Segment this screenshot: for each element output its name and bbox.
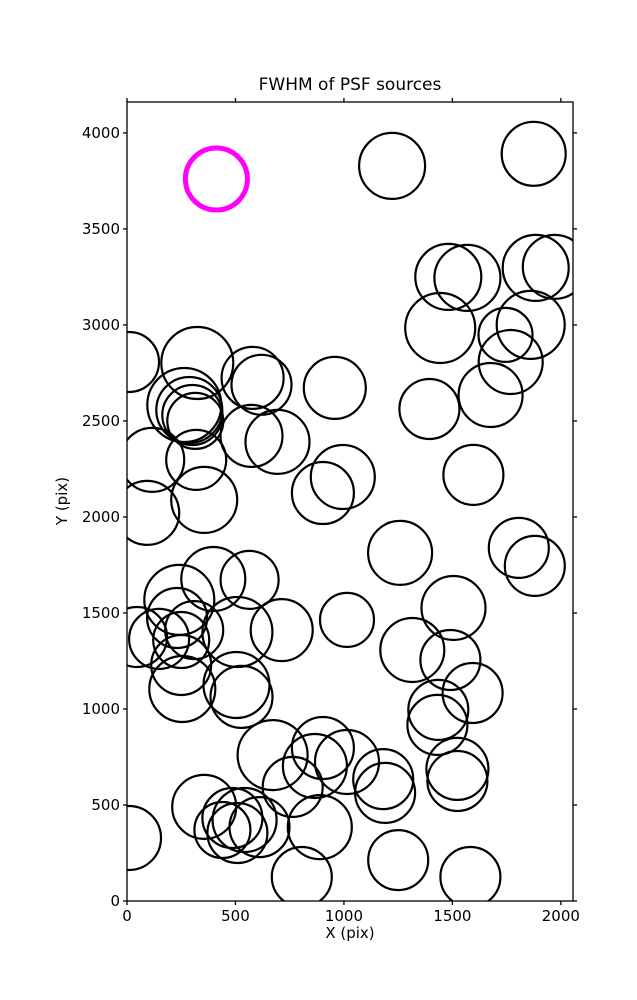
psf-source-circle: [209, 664, 274, 730]
psf-source-circle: [309, 443, 376, 511]
chart-title: FWHM of PSF sources: [258, 75, 442, 95]
psf-source-circle: [127, 607, 191, 671]
psf-source-circle: [127, 330, 161, 394]
x-tick-label: 0: [122, 907, 132, 925]
psf-source-circle: [433, 243, 502, 312]
psf-source-circle: [441, 661, 504, 725]
psf-source-circle: [419, 628, 482, 692]
psf-source-circle: [193, 800, 252, 860]
plot-area: [127, 120, 573, 901]
psf-source-circle: [220, 345, 285, 410]
psf-source-circle: [501, 233, 570, 302]
psf-source-circle: [406, 693, 469, 757]
psf-source-circle: [379, 616, 446, 684]
psf-source-circle: [286, 793, 353, 861]
psf-source-circle: [302, 355, 367, 420]
psf-source-circle: [367, 519, 434, 586]
psf-source-circle: [352, 747, 415, 811]
psf-source-circle: [358, 131, 427, 201]
psf-source-circle: [487, 516, 550, 579]
psf-source-circle: [165, 428, 228, 491]
psf-source-circle: [148, 654, 217, 724]
y-tick-label: 1500: [81, 603, 120, 622]
psf-source-circle: [145, 586, 209, 650]
psf-source-circle: [261, 755, 324, 819]
y-tick-label: 0: [110, 892, 120, 910]
psf-source-circle: [500, 120, 567, 187]
psf-source-circle: [426, 749, 489, 813]
psf-source-circle: [477, 306, 534, 363]
psf-source-circle: [477, 328, 544, 396]
psf-source-circle: [425, 736, 490, 802]
psf-source-circle: [439, 845, 502, 901]
x-axis-label: X (pix): [325, 924, 375, 942]
psf-source-circle: [236, 718, 309, 792]
psf-source-circle: [127, 605, 169, 669]
psf-source-circle: [219, 403, 284, 468]
psf-source-circle: [420, 574, 487, 642]
axes-spines: [126, 101, 574, 902]
highlighted-psf-source-circle: [182, 145, 250, 213]
psf-source-circle: [228, 795, 291, 859]
psf-source-circle: [318, 591, 376, 649]
psf-source-circle: [146, 366, 223, 444]
y-tick-label: 4000: [81, 123, 120, 142]
psf-source-circle: [290, 460, 355, 526]
x-tick-label: 1000: [324, 907, 364, 925]
psf-source-circle: [503, 534, 566, 597]
y-tick-label: 2500: [81, 411, 120, 430]
psf-source-circle: [127, 479, 181, 546]
psf-source-circle: [404, 291, 477, 365]
psf-source-circle: [354, 761, 417, 825]
psf-source-circle: [160, 325, 235, 401]
x-tick-label: 500: [221, 907, 250, 925]
psf-source-circle: [407, 678, 470, 742]
psf-source-circle: [290, 715, 355, 781]
psf-source-circle: [127, 426, 186, 493]
psf-source-circle: [398, 377, 461, 441]
psf-source-circle: [164, 599, 225, 661]
psf-source-circle: [367, 828, 430, 892]
psf-source-circle: [152, 610, 211, 670]
y-tick-label: 2000: [81, 507, 120, 526]
psf-source-circle: [270, 845, 333, 901]
psf-source-circle: [127, 804, 163, 872]
psf-source-circle: [521, 233, 573, 300]
psf-source-circle: [206, 801, 269, 865]
y-tick-label: 1000: [81, 699, 120, 718]
psf-source-circle: [442, 443, 505, 506]
psf-source-circle: [414, 242, 483, 311]
psf-source-circle: [170, 465, 239, 534]
psf-source-circle: [155, 375, 224, 445]
x-tick-label: 1500: [433, 907, 472, 925]
psf-source-circle: [244, 408, 311, 475]
psf-source-circle: [457, 361, 524, 429]
y-tick-label: 3000: [81, 315, 120, 334]
y-tick-label: 500: [91, 795, 120, 814]
psf-source-circle: [219, 549, 280, 610]
psf-source-circle: [495, 289, 566, 360]
y-tick-label: 3500: [81, 219, 120, 238]
x-tick-label: 2000: [541, 907, 580, 925]
psf-source-circle: [249, 597, 314, 663]
